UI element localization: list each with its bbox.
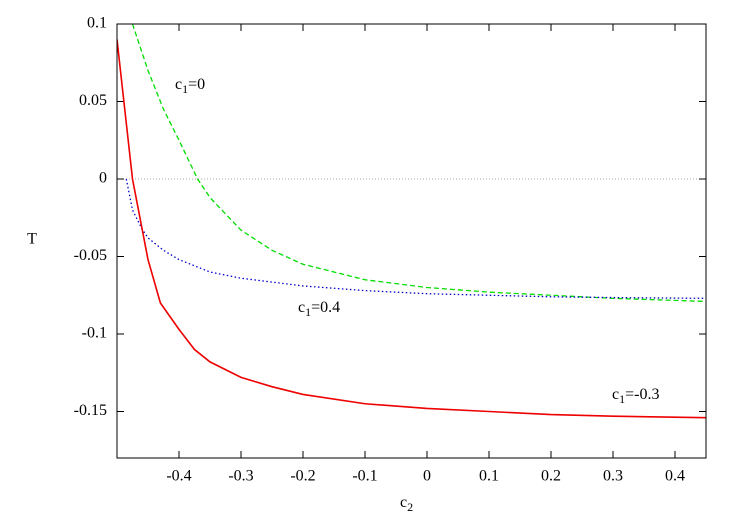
- y-tick-label: 0.05: [79, 92, 107, 109]
- y-tick-label: 0.1: [87, 15, 107, 32]
- x-tick-label: -0.1: [352, 468, 377, 485]
- x-axis-label-base: c: [400, 494, 407, 511]
- series-label-sub: 1: [305, 305, 311, 319]
- series-label-base: c: [175, 76, 182, 93]
- x-axis-label: c2: [400, 494, 413, 514]
- series-label: c1=-0.3: [612, 386, 659, 406]
- x-tick-label: 0.2: [541, 468, 561, 485]
- series-line: [117, 39, 706, 419]
- series-line: [125, 178, 706, 299]
- x-axis-label-sub: 2: [407, 500, 413, 514]
- series-label-base: c: [298, 299, 305, 316]
- y-tick-label: -0.15: [74, 402, 107, 419]
- series-label: c1=0.4: [298, 299, 340, 319]
- series-line: [131, 24, 706, 303]
- y-tick-label: 0: [99, 170, 107, 187]
- x-tick-label: -0.3: [228, 468, 253, 485]
- series-label-base: c: [612, 386, 619, 403]
- x-tick-label: -0.2: [290, 468, 315, 485]
- x-tick-label: 0.4: [665, 468, 685, 485]
- series-label: c1=0: [175, 76, 205, 96]
- y-tick-label: -0.1: [82, 325, 107, 342]
- series-label-value: =-0.3: [625, 386, 659, 403]
- series-label-sub: 1: [182, 82, 188, 96]
- y-tick-label: -0.05: [74, 247, 107, 264]
- plot-frame: [116, 23, 707, 459]
- x-tick-label: -0.4: [166, 468, 191, 485]
- series-label-value: =0: [188, 76, 205, 93]
- x-tick-label: 0.3: [603, 468, 623, 485]
- series-label-sub: 1: [619, 392, 625, 406]
- series-label-value: =0.4: [311, 299, 340, 316]
- x-tick-label: 0.1: [479, 468, 499, 485]
- x-tick-label: 0: [423, 468, 431, 485]
- y-axis-label: T: [27, 231, 37, 248]
